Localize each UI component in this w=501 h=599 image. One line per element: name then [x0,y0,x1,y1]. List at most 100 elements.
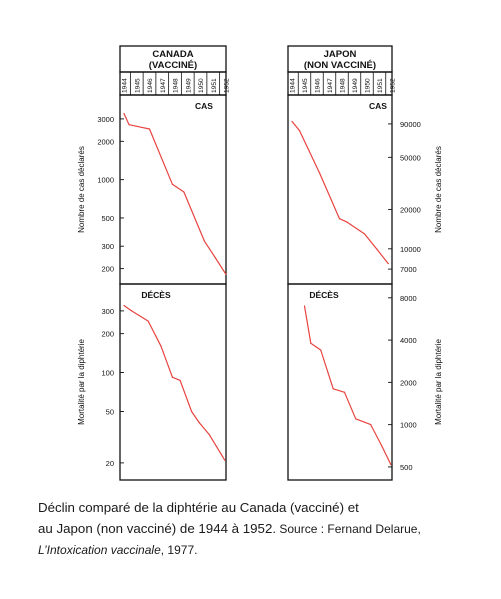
y-tick-label: 200 [101,265,114,274]
year-label: 1946 [315,78,322,93]
data-point [387,263,389,265]
data-point [390,463,392,466]
y-tick-label: 500 [101,214,114,223]
y-tick-label: 20000 [400,205,421,214]
year-label: 1945 [302,78,309,93]
data-point [225,273,227,276]
panel-frame [119,94,227,285]
data-point [338,218,341,220]
y-axis-label: Mortalité par la diphtérie [434,339,443,425]
caption-line-2: au Japon (non vacciné) de 1944 à 1952. S… [38,518,488,540]
data-point [376,248,378,250]
chart: CANADA(VACCINÉ) 1944 1945 1946 1947 1948 1949 1… [77,45,443,481]
y-tick-label: 100 [101,369,114,378]
chart-title: JAPON [324,49,357,60]
y-tick-label: 8000 [400,294,417,303]
data-point [190,410,193,413]
data-point [355,418,357,420]
y-axis-label: Nombre de cas déclarés [77,146,86,233]
y-axis-label: Mortalité par la diphtérie [77,339,86,425]
data-point [332,388,334,390]
year-label: 1952 [390,78,397,93]
data-point [123,304,125,307]
year-label: 1948 [173,78,180,93]
y-tick-label: 2000 [400,378,417,387]
data-point [291,120,293,123]
data-point [318,172,321,174]
y-tick-label: 20 [106,459,114,468]
year-label: 1951 [377,78,384,93]
data-point [131,310,133,312]
y-tick-label: 2000 [97,137,114,146]
data-point [215,257,217,260]
year-label: 1950 [365,78,372,93]
panel-frame [119,283,227,481]
y-tick-label: 300 [101,242,114,251]
data-point [123,113,125,115]
panel-label: CAS [195,101,213,111]
year-label: 1947 [327,78,334,93]
year-label: 1951 [211,78,218,93]
year-label: 1952 [224,78,231,93]
data-point [171,376,174,378]
caption-source-year: , 1977. [160,543,198,557]
y-tick-label: 500 [400,463,413,472]
caption: Déclin comparé de la diphtérie au Canada… [38,497,488,561]
data-point [320,349,322,351]
y-tick-label: 300 [101,307,114,316]
chart-title: (NON VACCINÉ) [304,60,376,71]
year-label: 1950 [198,78,205,93]
data-point [179,379,181,381]
series-line [123,305,226,461]
panel-label: CAS [369,101,387,111]
year-label: 1948 [340,78,347,93]
year-label: 1944 [122,78,129,93]
data-point [171,183,174,185]
data-point [346,221,348,223]
caption-text: au Japon (non vacciné) de 1944 à 1952. [38,521,277,536]
caption-source-title: L’Intoxication vaccinale [38,543,161,557]
panel-frame [287,283,393,481]
y-tick-label: 90000 [400,120,421,129]
data-point [183,191,185,193]
year-label: 1944 [290,78,297,93]
data-point [298,130,301,132]
data-point [381,445,383,447]
chart-0: CANADA(VACCINÉ) 1944 1945 1946 1947 1948 1949 1… [77,45,231,481]
data-point [363,233,366,235]
data-point [310,342,312,344]
caption-line-1: Déclin comparé de la diphtérie au Canada… [38,500,359,515]
caption-line-3: L’Intoxication vaccinale, 1977. [38,540,488,561]
y-tick-label: 7000 [400,265,417,274]
chart-title: (VACCINÉ) [149,60,197,71]
y-axis-label: Nombre de cas déclarés [434,146,443,233]
year-label: 1945 [134,78,141,93]
data-point [203,240,205,242]
data-point [343,391,346,393]
y-tick-label: 50000 [400,153,421,162]
y-tick-label: 4000 [400,336,417,345]
y-tick-label: 200 [101,330,114,339]
series-line [303,305,392,465]
y-tick-label: 10000 [400,245,421,254]
y-tick-label: 1000 [97,176,114,185]
data-point [370,424,372,426]
year-label: 1947 [160,78,167,93]
year-label: 1949 [185,78,192,93]
data-point [224,459,226,461]
data-point [147,320,149,322]
chart-title: CANADA [152,49,193,60]
data-point [128,124,130,126]
year-label: 1949 [352,78,359,93]
series-line [291,121,389,265]
series-line [123,113,227,275]
data-point [160,345,162,347]
panel-label: DÉCÈS [141,290,171,300]
data-point [198,421,200,424]
year-label: 1946 [147,78,154,93]
data-point [208,434,211,436]
y-tick-label: 50 [106,407,114,416]
chart-1: JAPON(NON VACCINÉ) 1944 1945 1946 1947 1948 19… [287,45,443,481]
y-tick-label: 3000 [97,115,114,124]
panel-frame [287,94,393,285]
